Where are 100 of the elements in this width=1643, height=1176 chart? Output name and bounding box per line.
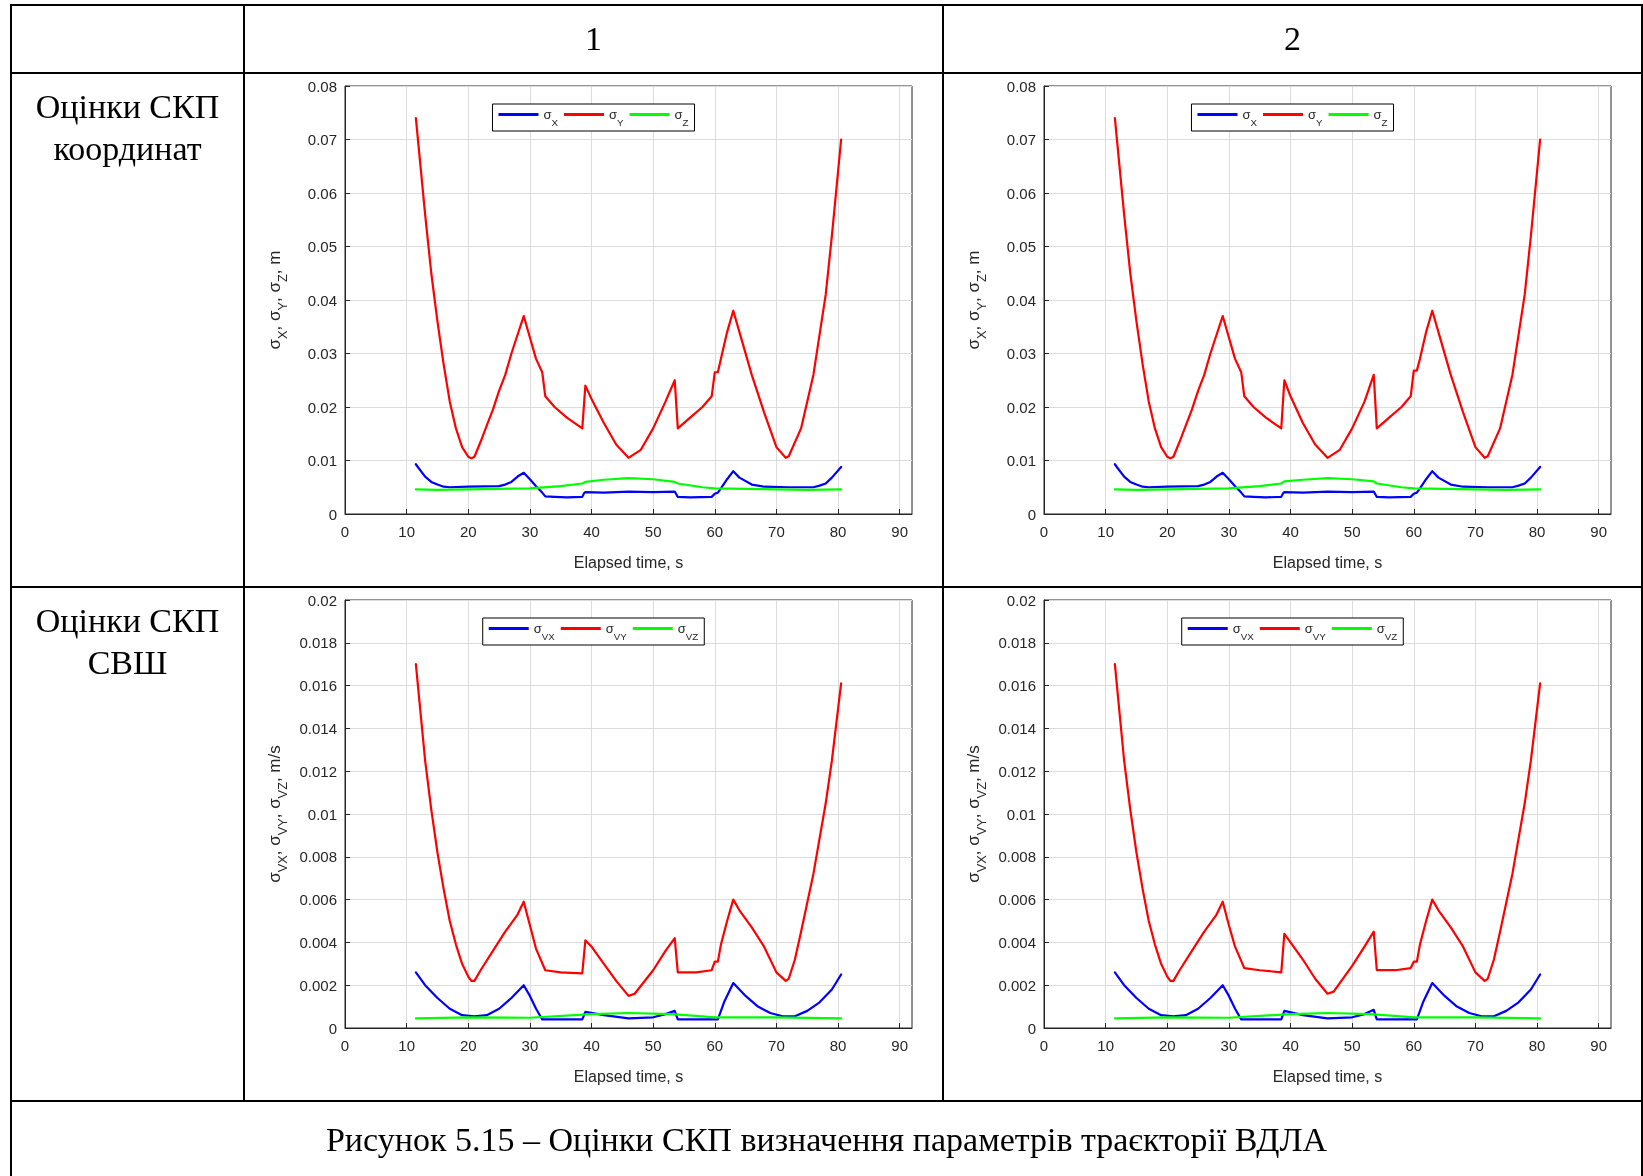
y-axis-title: σX, σY, σZ, m bbox=[265, 250, 290, 350]
x-tick-label: 70 bbox=[1467, 1037, 1484, 1054]
x-tick-label: 70 bbox=[768, 523, 785, 540]
y-tick-label: 0.06 bbox=[307, 184, 337, 202]
x-axis-title: Elapsed time, s bbox=[1272, 553, 1383, 571]
y-tick-label: 0.08 bbox=[307, 77, 337, 95]
line-series bbox=[1113, 663, 1542, 995]
text: Рисунок 5.15 – Оцінки СКП визначення параметрів траєкторії ВДЛА bbox=[324, 1121, 1329, 1159]
y-tick-label: 0.03 bbox=[307, 345, 337, 362]
y-tick-label: 0.002 bbox=[299, 976, 337, 994]
y-tick-label: 0.02 bbox=[307, 398, 337, 416]
y-tick-label: 0.01 bbox=[307, 452, 337, 469]
y-tick-label: 0.07 bbox=[307, 131, 337, 148]
y-tick-label: 0.01 bbox=[307, 805, 337, 823]
x-tick-label: 90 bbox=[1590, 1037, 1608, 1054]
x-tick-label: 20 bbox=[459, 523, 477, 540]
y-tick-label: 0.05 bbox=[307, 238, 337, 255]
x-tick-label: 70 bbox=[1467, 523, 1484, 540]
x-axis-title: Elapsed time, s bbox=[573, 553, 684, 571]
text: Оцінки СКП координат bbox=[34, 87, 221, 169]
y-tick-label: 0 bbox=[328, 1019, 337, 1037]
x-tick-label: 80 bbox=[1528, 1037, 1546, 1054]
x-tick-label: 30 bbox=[1220, 523, 1238, 540]
x-tick-label: 20 bbox=[1158, 523, 1176, 540]
x-tick-label: 10 bbox=[398, 1037, 415, 1054]
x-tick-label: 40 bbox=[1282, 1037, 1299, 1054]
y-tick-label: 0.016 bbox=[299, 677, 337, 695]
x-tick-label: 20 bbox=[459, 1037, 477, 1054]
x-tick-label: 10 bbox=[398, 523, 415, 540]
y-tick-label: 0.04 bbox=[307, 291, 337, 309]
line-series bbox=[1113, 971, 1542, 1021]
x-tick-label: 80 bbox=[829, 523, 847, 540]
line-series bbox=[414, 477, 843, 492]
x-tick-label: 80 bbox=[1528, 523, 1546, 540]
x-tick-label: 10 bbox=[1097, 1037, 1114, 1054]
x-tick-label: 30 bbox=[521, 1037, 539, 1054]
x-tick-label: 90 bbox=[1590, 523, 1608, 540]
line-series bbox=[1113, 477, 1542, 492]
x-tick-label: 70 bbox=[768, 1037, 785, 1054]
x-tick-label: 60 bbox=[1405, 523, 1423, 540]
line-series bbox=[414, 463, 843, 499]
x-tick-label: 60 bbox=[1405, 1037, 1423, 1054]
x-tick-label: 60 bbox=[706, 523, 724, 540]
y-tick-label: 0 bbox=[328, 505, 337, 523]
y-tick-label: 0.006 bbox=[998, 891, 1036, 909]
x-tick-label: 30 bbox=[521, 523, 539, 540]
x-tick-label: 0 bbox=[340, 523, 350, 540]
y-tick-label: 0.002 bbox=[998, 976, 1036, 994]
x-tick-label: 10 bbox=[1097, 523, 1114, 540]
y-tick-label: 0.05 bbox=[1006, 238, 1036, 255]
x-tick-label: 50 bbox=[644, 1037, 662, 1054]
y-tick-label: 0.018 bbox=[299, 634, 337, 652]
y-tick-label: 0.018 bbox=[998, 634, 1036, 652]
line-series bbox=[1113, 463, 1542, 499]
y-tick-label: 0.01 bbox=[1006, 452, 1036, 469]
x-tick-label: 40 bbox=[583, 523, 600, 540]
x-tick-label: 60 bbox=[706, 1037, 724, 1054]
y-tick-label: 0.016 bbox=[998, 677, 1036, 695]
y-tick-label: 0.03 bbox=[1006, 345, 1036, 362]
y-tick-label: 0.08 bbox=[1006, 77, 1036, 95]
line-series bbox=[414, 971, 843, 1021]
y-tick-label: 0.07 bbox=[1006, 131, 1036, 148]
x-tick-label: 40 bbox=[1282, 523, 1299, 540]
line-series bbox=[414, 663, 843, 997]
y-tick-label: 0 bbox=[1027, 505, 1036, 523]
x-tick-label: 0 bbox=[340, 1037, 350, 1054]
x-tick-label: 80 bbox=[829, 1037, 847, 1054]
y-tick-label: 0.04 bbox=[1006, 291, 1036, 309]
x-axis-title: Elapsed time, s bbox=[573, 1067, 684, 1085]
chart-title: 2 bbox=[1283, 20, 1302, 58]
x-tick-label: 50 bbox=[1343, 523, 1361, 540]
x-tick-label: 50 bbox=[1343, 1037, 1361, 1054]
text: Оцінки СКП СВШ bbox=[34, 601, 221, 683]
y-tick-label: 0 bbox=[1027, 1019, 1036, 1037]
y-tick-label: 0.004 bbox=[998, 933, 1036, 951]
y-tick-label: 0.014 bbox=[299, 719, 337, 737]
y-axis-title: σX, σY, σZ, m bbox=[964, 250, 989, 350]
x-axis-title: Elapsed time, s bbox=[1272, 1067, 1383, 1085]
y-tick-label: 0.006 bbox=[299, 891, 337, 909]
y-tick-label: 0.02 bbox=[1006, 591, 1036, 609]
y-tick-label: 0.012 bbox=[299, 762, 337, 780]
x-tick-label: 40 bbox=[583, 1037, 600, 1054]
x-tick-label: 0 bbox=[1039, 1037, 1049, 1054]
y-tick-label: 0.02 bbox=[307, 591, 337, 609]
y-tick-label: 0.02 bbox=[1006, 398, 1036, 416]
x-tick-label: 50 bbox=[644, 523, 662, 540]
x-tick-label: 90 bbox=[891, 523, 909, 540]
y-axis-title: σVX, σVY, σVZ, m/s bbox=[264, 745, 290, 883]
y-tick-label: 0.014 bbox=[998, 719, 1036, 737]
y-tick-label: 0.01 bbox=[1006, 805, 1036, 823]
chart-title: 1 bbox=[584, 20, 603, 58]
x-tick-label: 20 bbox=[1158, 1037, 1176, 1054]
x-tick-label: 90 bbox=[891, 1037, 909, 1054]
y-tick-label: 0.012 bbox=[998, 762, 1036, 780]
x-tick-label: 30 bbox=[1220, 1037, 1238, 1054]
y-tick-label: 0.008 bbox=[998, 848, 1036, 866]
x-tick-label: 0 bbox=[1039, 523, 1049, 540]
y-axis-title: σVX, σVY, σVZ, m/s bbox=[963, 745, 989, 883]
y-tick-label: 0.06 bbox=[1006, 184, 1036, 202]
y-tick-label: 0.008 bbox=[299, 848, 337, 866]
